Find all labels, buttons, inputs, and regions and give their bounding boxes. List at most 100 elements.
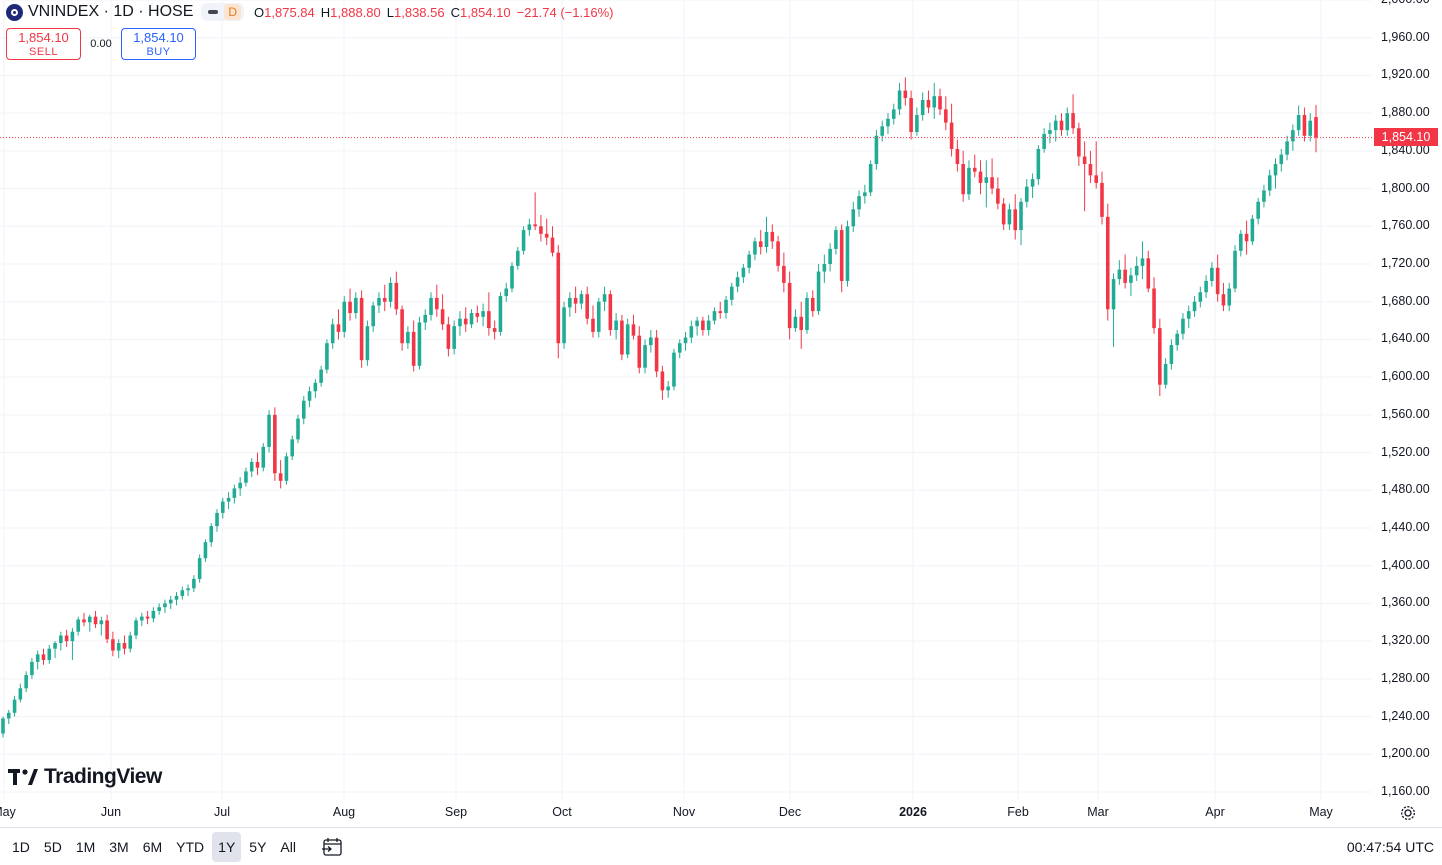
candle-body (932, 96, 937, 108)
sell-button[interactable]: 1,854.10 SELL (6, 28, 81, 60)
price-tick-label: 1,800.00 (1381, 180, 1430, 195)
ohlc-close: C1,854.10 (451, 5, 511, 20)
candle-body (521, 230, 526, 251)
candle-body (753, 241, 757, 255)
candle-body (1215, 267, 1220, 295)
candle-body (967, 167, 971, 195)
candle-body (527, 224, 532, 231)
candle-body (18, 688, 23, 700)
candle-body (758, 241, 763, 248)
candle-body (163, 603, 167, 608)
open-value: 1,875.84 (264, 4, 315, 20)
candle-body (411, 331, 416, 366)
candle-body (209, 526, 214, 543)
candle-body (192, 578, 196, 589)
candle-body (388, 282, 393, 302)
candle-body (955, 148, 960, 165)
candle-body (1140, 258, 1145, 266)
tradingview-logo[interactable]: TradingView (8, 765, 162, 789)
range-button-3m[interactable]: 3M (109, 838, 129, 855)
price-tick-label: 1,200.00 (1381, 746, 1430, 761)
candle-body (828, 248, 832, 264)
candle-body (1013, 209, 1018, 231)
candle-body (1279, 154, 1284, 165)
close-value: 1,854.10 (460, 4, 511, 20)
candle-body (1007, 209, 1012, 225)
interval-badge: D (224, 4, 242, 20)
range-button-all[interactable]: All (280, 838, 296, 855)
candle-body (1134, 265, 1139, 276)
time-tick-label: 2026 (899, 805, 927, 819)
price-tick-label: 1,240.00 (1381, 708, 1430, 723)
candle-body (625, 324, 630, 355)
candle-body (961, 164, 965, 195)
candle-body (35, 654, 40, 662)
candle-body (880, 126, 884, 136)
candle-body (643, 345, 647, 368)
candle-body (1244, 233, 1249, 242)
candle-body (701, 320, 705, 330)
high-value: 1,888.80 (330, 4, 381, 20)
low-value: 1,838.56 (394, 4, 445, 20)
candle-body (151, 610, 156, 619)
candle-body (874, 135, 879, 165)
candle-body (730, 286, 734, 300)
time-tick-label: Dec (778, 805, 802, 819)
candle-body (666, 386, 670, 391)
price-tick-label: 1,760.00 (1381, 218, 1430, 233)
candle-body (116, 643, 121, 651)
candle-body (157, 607, 161, 611)
candle-body (1296, 115, 1301, 131)
settings-gear-icon[interactable] (1400, 805, 1416, 821)
candle-body (677, 343, 682, 353)
time-tick-label: Mar (1087, 805, 1109, 819)
price-tick-label: 1,640.00 (1381, 331, 1430, 346)
buy-price: 1,854.10 (133, 30, 184, 45)
candle-body (1071, 113, 1075, 129)
candle-body (1239, 233, 1243, 251)
sell-price: 1,854.10 (18, 30, 69, 45)
candle-body (1186, 311, 1191, 319)
candle-body (1233, 250, 1237, 289)
candle-body (585, 294, 589, 319)
range-button-5d[interactable]: 5D (43, 838, 62, 855)
ohlc-high: H1,888.80 (321, 5, 381, 20)
candle-body (1256, 201, 1260, 219)
candle-body (602, 294, 607, 302)
candle-body (128, 635, 133, 649)
candle-body (897, 90, 902, 110)
candle-body (851, 209, 856, 227)
symbol-title[interactable]: VNINDEX · 1D · HOSE (28, 3, 194, 20)
range-button-1d[interactable]: 1D (12, 838, 30, 855)
candle-body (1169, 345, 1174, 364)
candle-body (1042, 133, 1046, 149)
symbol-legend[interactable]: VNINDEX · 1D · HOSE D O1,875.84 H1,888.8… (6, 3, 613, 21)
candle-body (261, 446, 266, 468)
candle-body (1030, 179, 1035, 187)
candle-body (637, 335, 642, 368)
range-button-ytd[interactable]: YTD (176, 838, 205, 855)
candle-body (810, 297, 815, 312)
candle-body (1053, 120, 1058, 131)
price-tick-label: 1,720.00 (1381, 256, 1430, 270)
candle-body (140, 616, 144, 621)
price-tick-label: 2,000.00 (1381, 0, 1430, 6)
candle-body (1262, 190, 1266, 202)
candle-body (620, 320, 624, 355)
range-button-1y[interactable]: 1Y (212, 831, 242, 862)
market-status-pill[interactable]: D (201, 3, 245, 21)
candle-body (1204, 280, 1208, 293)
go-to-date-button[interactable] (320, 835, 344, 859)
candle-body (539, 226, 543, 234)
candle-body (1273, 164, 1278, 176)
ohlc-low: L1,838.56 (387, 5, 445, 20)
range-button-5y[interactable]: 5Y (249, 838, 267, 855)
candle-body (614, 320, 618, 330)
range-button-6m[interactable]: 6M (142, 838, 163, 855)
buy-label: BUY (146, 46, 171, 58)
buy-button[interactable]: 1,854.10 BUY (121, 28, 196, 60)
range-button-1m[interactable]: 1M (75, 838, 96, 855)
candle-body (741, 267, 746, 278)
utc-clock[interactable]: 00:47:54 UTC (1346, 838, 1434, 855)
